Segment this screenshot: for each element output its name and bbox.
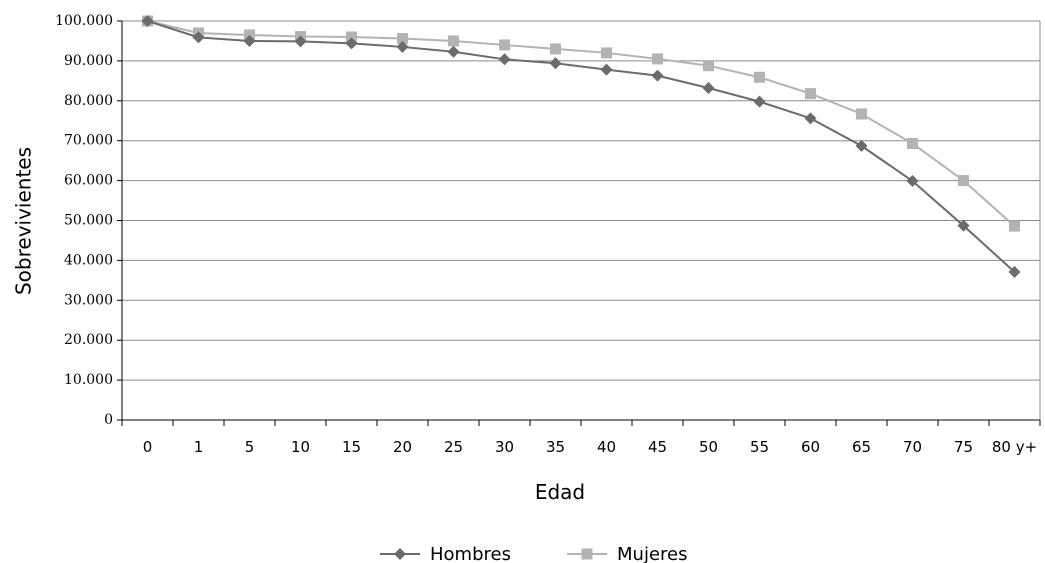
legend: Hombres Mujeres (380, 544, 687, 563)
data-point (549, 57, 562, 70)
data-point (753, 95, 766, 108)
x-tick-label: 45 (648, 438, 667, 456)
x-tick-label: 0 (143, 438, 153, 456)
data-point (651, 69, 664, 82)
data-point (498, 53, 511, 66)
data-point (346, 31, 357, 43)
data-point (957, 219, 970, 232)
y-tick-label: 80.000 (64, 93, 113, 109)
data-point (243, 34, 256, 47)
data-point (703, 60, 714, 72)
data-point (192, 31, 205, 44)
data-point (805, 88, 816, 100)
data-point (397, 33, 408, 45)
legend-marker-hombres (394, 548, 406, 560)
data-point (396, 40, 409, 53)
data-point (447, 45, 460, 58)
series-line-hombres (147, 20, 1016, 273)
data-point (754, 71, 765, 83)
x-tick-label: 35 (546, 438, 565, 456)
series-line-mujeres (147, 20, 1016, 227)
x-tick-label: 20 (393, 438, 412, 456)
legend-label-mujeres: Mujeres (617, 544, 687, 563)
y-tick-label: 40.000 (64, 252, 113, 268)
series-mujeres (142, 15, 1020, 232)
legend-item-hombres: Hombres (380, 544, 511, 563)
data-point (906, 174, 919, 187)
y-tick-label: 0 (104, 412, 113, 428)
data-point (855, 139, 868, 152)
data-point (907, 137, 918, 149)
data-point (1008, 265, 1021, 278)
x-tick-label: 75 (954, 438, 973, 456)
data-point (601, 47, 612, 59)
axes (117, 20, 1041, 426)
y-tick-label: 30.000 (64, 292, 113, 308)
x-tick-label: 25 (444, 438, 463, 456)
x-tick-label: 40 (597, 438, 616, 456)
x-tick-label: 65 (852, 438, 871, 456)
x-tick-labels: 0 1 5 10 15 20 25 30 35 40 45 50 55 60 65 70 75 80 y+ (143, 438, 1037, 456)
y-tick-label: 10.000 (64, 372, 113, 388)
data-point (345, 37, 358, 50)
series-hombres (141, 15, 1021, 278)
data-point (1009, 220, 1020, 232)
x-tick-label: 15 (342, 438, 361, 456)
x-tick-label: 30 (495, 438, 514, 456)
x-tick-label: 10 (291, 438, 310, 456)
x-tick-label: 50 (699, 438, 718, 456)
y-axis-title: Sobrevivientes (12, 147, 36, 295)
data-point (499, 39, 510, 51)
y-tick-label: 20.000 (64, 332, 113, 348)
series (141, 15, 1021, 278)
y-tick-label: 60.000 (64, 173, 113, 189)
y-tick-label: 90.000 (64, 53, 113, 69)
x-tick-label: 80 y+ (992, 438, 1037, 456)
data-point (448, 35, 459, 47)
legend-marker-mujeres (581, 548, 593, 560)
y-tick-label: 70.000 (64, 133, 113, 149)
x-tick-label: 1 (194, 438, 204, 456)
x-tick-label: 60 (801, 438, 820, 456)
data-point (141, 15, 154, 27)
legend-item-mujeres: Mujeres (567, 544, 687, 563)
y-tick-label: 100.000 (55, 13, 113, 29)
y-tick-labels: 0 10.000 20.000 30.000 40.000 50.000 60.000 70.… (55, 13, 113, 428)
data-point (804, 112, 817, 125)
x-tick-label: 55 (750, 438, 769, 456)
data-point (702, 82, 715, 95)
y-tick-label: 50.000 (64, 213, 113, 229)
data-point (294, 35, 307, 48)
x-tick-label: 5 (245, 438, 255, 456)
legend-label-hombres: Hombres (430, 544, 511, 563)
data-point (958, 175, 969, 187)
data-point (600, 63, 613, 76)
data-point (550, 43, 561, 55)
data-point (856, 108, 867, 120)
x-axis-title: Edad (535, 480, 585, 504)
x-tick-label: 70 (903, 438, 922, 456)
data-point (652, 53, 663, 65)
gridlines (122, 20, 1040, 381)
